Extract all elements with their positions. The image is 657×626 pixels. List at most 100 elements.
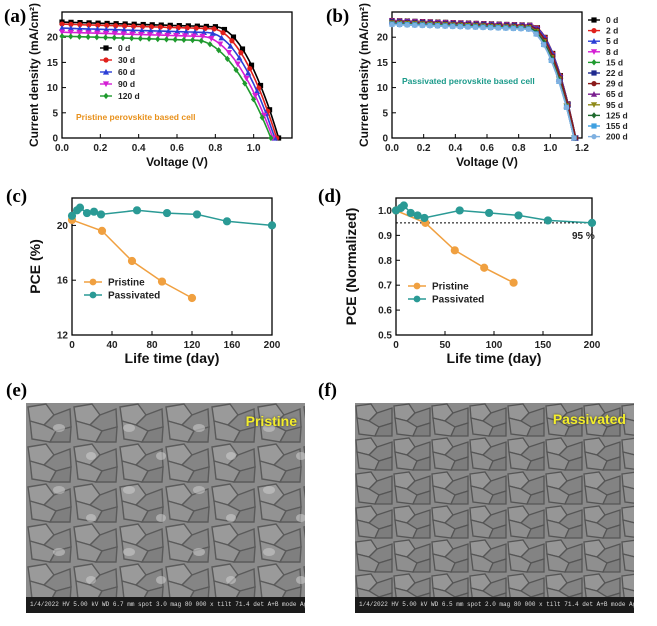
jv-point <box>139 23 146 30</box>
jv-point <box>218 34 225 41</box>
jv-point <box>404 22 410 28</box>
jv-point <box>234 61 241 68</box>
jv-point <box>86 22 92 28</box>
jv-point <box>225 50 233 56</box>
legend-label: 29 d <box>606 79 623 89</box>
jv-point <box>155 32 162 39</box>
y-tick-label: 16 <box>57 276 69 287</box>
jv-point <box>510 26 516 32</box>
jv-point <box>129 31 136 38</box>
jv-point <box>252 92 259 99</box>
legend-label: 15 d <box>606 57 623 67</box>
plot-frame <box>71 197 273 336</box>
jv-point <box>181 33 189 39</box>
jv-point <box>259 114 265 121</box>
x-tick-label: 0.2 <box>93 143 107 154</box>
data-point-passivated <box>82 208 92 218</box>
jv-point <box>58 25 66 31</box>
jv-point <box>216 47 222 54</box>
jv-point <box>172 36 178 43</box>
jv-point <box>419 23 425 29</box>
jv-point <box>208 35 215 42</box>
y-tick-label: 10 <box>377 83 389 94</box>
jv-point <box>533 31 539 37</box>
x-axis-label: Life time (day) <box>125 350 220 366</box>
jv-point <box>85 25 92 32</box>
data-point-passivated <box>413 211 422 220</box>
legend-label: 8 d <box>606 47 618 57</box>
jv-point <box>233 66 239 74</box>
jv-point <box>68 33 74 40</box>
y-tick-label: 0.6 <box>378 306 392 317</box>
x-axis-label: Voltage (V) <box>146 155 208 169</box>
y-tick-label: 12 <box>57 331 69 342</box>
legend-marker <box>591 123 597 129</box>
jv-point <box>146 32 153 38</box>
jv-point <box>129 27 137 33</box>
data-point-passivated <box>89 207 99 216</box>
legend-marker <box>413 282 421 290</box>
y-tick-label: 0.7 <box>378 281 392 292</box>
panel-label-f: (f) <box>318 380 337 401</box>
x-tick-label: 0 <box>393 340 399 351</box>
data-point-passivated <box>75 203 85 212</box>
x-tick-label: 1.0 <box>247 143 261 154</box>
jv-point <box>146 35 152 42</box>
y-tick-label: 15 <box>377 58 389 69</box>
panel-label-d: (d) <box>318 186 342 207</box>
x-axis-label: Voltage (V) <box>456 155 518 169</box>
jv-point <box>548 58 554 64</box>
jv-point <box>268 134 274 142</box>
jv-point <box>198 37 204 44</box>
sem-grain-texture-passivated <box>355 403 634 597</box>
legend-marker <box>591 112 597 119</box>
jv-point <box>189 37 196 44</box>
jv-point <box>67 25 74 31</box>
panel-label-e: (e) <box>6 380 28 401</box>
jv-point <box>122 23 128 29</box>
data-point-pristine <box>480 263 489 272</box>
data-point-pristine <box>450 246 459 255</box>
legend-marker <box>103 45 109 51</box>
x-axis-label: Life time (day) <box>447 350 542 366</box>
data-point-passivated <box>485 208 494 218</box>
jv-point <box>563 104 570 110</box>
jv-point <box>129 35 135 42</box>
jv-point <box>77 22 83 28</box>
annotation-cell-type: Pristine perovskite based cell <box>76 112 196 122</box>
jv-point <box>175 25 181 31</box>
jv-point <box>209 30 216 36</box>
jv-point <box>191 29 199 35</box>
jv-point <box>200 29 207 36</box>
data-point-pristine <box>97 226 107 235</box>
jv-point <box>457 24 463 30</box>
y-tick-label: 0 <box>382 134 388 145</box>
data-point-passivated <box>406 208 415 218</box>
jv-point <box>450 24 456 30</box>
data-point-passivated <box>420 213 429 223</box>
x-tick-label: 0.4 <box>132 143 146 154</box>
legend-label: 155 d <box>606 121 628 131</box>
x-tick-label: 150 <box>535 340 552 351</box>
jv-point <box>389 22 395 28</box>
data-point-passivated <box>222 217 232 226</box>
jv-point <box>224 55 230 62</box>
legend-marker <box>103 57 109 63</box>
y-tick-label: 0.5 <box>378 331 392 342</box>
legend-label: 120 d <box>118 91 140 101</box>
jv-point <box>183 28 190 35</box>
jv-point <box>165 28 172 34</box>
jv-point <box>184 25 190 31</box>
y-axis-label: PCE (%) <box>27 239 43 293</box>
jv-point <box>102 30 110 37</box>
jv-point <box>541 42 547 48</box>
x-tick-label: 200 <box>584 340 601 351</box>
jv-point <box>85 30 92 37</box>
y-axis-label: Current density (mA/cm²) <box>27 3 41 147</box>
legend-marker <box>591 70 597 76</box>
y-tick-label: 5 <box>52 108 58 119</box>
jv-point <box>59 33 65 40</box>
jv-point <box>156 27 163 34</box>
jv-point <box>181 36 187 43</box>
jv-point <box>138 27 145 34</box>
